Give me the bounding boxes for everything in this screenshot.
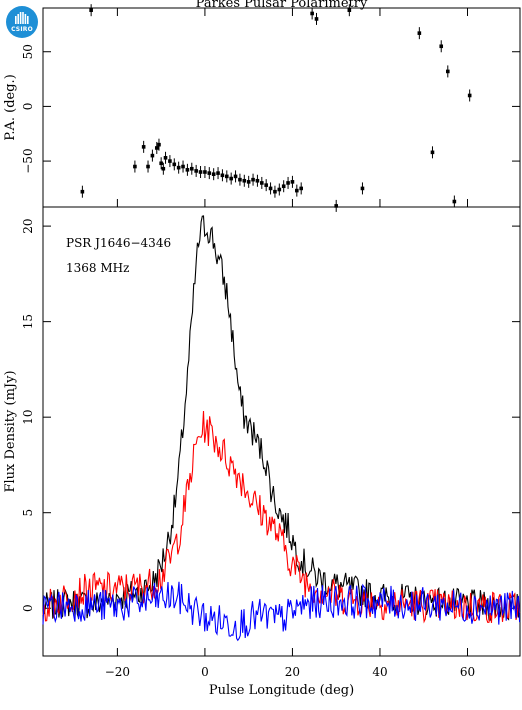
pa-point	[246, 180, 251, 184]
flux-series-line-1	[42, 410, 521, 624]
pulsar-name-annotation: PSR J1646−4346	[66, 236, 171, 250]
pa-point	[467, 93, 472, 98]
pa-point	[157, 142, 161, 147]
pa-point	[430, 150, 435, 155]
pa-point	[251, 177, 255, 182]
flux-ytick-label: 0	[21, 604, 35, 612]
flux-ytick-label: 15	[21, 314, 35, 329]
pa-point	[273, 189, 277, 194]
pa-point	[161, 166, 166, 171]
pa-point	[163, 155, 168, 160]
flux-frame	[42, 206, 521, 657]
flux-xtick-label: 40	[372, 665, 387, 679]
pa-point	[211, 172, 216, 176]
pa-point	[216, 171, 220, 175]
csiro-logo: CSIRO	[6, 6, 38, 38]
pa-point	[417, 31, 422, 35]
flux-ylabel: Flux Density (mJy)	[3, 370, 18, 492]
pa-point	[290, 180, 295, 184]
flux-xtick-label: 0	[201, 665, 209, 679]
pa-point	[150, 153, 155, 158]
pa-point	[233, 174, 238, 179]
flux-xtick-label: −20	[105, 665, 130, 679]
pa-point	[347, 8, 352, 12]
pa-point	[277, 187, 282, 192]
pa-point	[198, 170, 203, 174]
pa-point	[220, 173, 225, 178]
flux-ytick-label: 5	[21, 509, 35, 517]
flux-xtick-label: 20	[285, 665, 300, 679]
flux-series-line-0	[42, 215, 521, 621]
pa-point	[299, 186, 303, 191]
pa-point	[452, 199, 457, 204]
pa-point	[168, 159, 172, 163]
pa-point	[242, 178, 247, 183]
pa-ytick-label: 50	[21, 44, 35, 59]
pa-point	[286, 181, 290, 185]
pa-point	[181, 164, 185, 169]
pa-point	[189, 166, 194, 171]
pa-point	[80, 189, 85, 194]
pa-ytick-label: −50	[21, 148, 35, 173]
pa-point	[281, 184, 286, 189]
flux-density-panel: 0 5 10 15 20 −20 0 20 40 60 Flux Density (mJy) Puls…	[3, 206, 521, 698]
pa-ytick-label: 0	[21, 103, 35, 111]
pa-ylabel: P.A. (deg.)	[3, 74, 18, 141]
pa-point	[194, 169, 198, 173]
csiro-starburst-icon	[15, 12, 29, 24]
pa-point	[314, 17, 319, 21]
pa-point	[203, 170, 207, 174]
pa-point	[360, 186, 365, 191]
pa-point	[89, 8, 93, 12]
frequency-annotation: 1368 MHz	[66, 261, 129, 275]
pa-point	[229, 176, 233, 181]
flux-xlabel: Pulse Longitude (deg)	[209, 683, 354, 698]
flux-series-line-2	[42, 581, 521, 642]
pa-point	[207, 171, 212, 175]
pa-point	[224, 174, 229, 179]
pa-point	[185, 168, 190, 172]
pa-point	[268, 186, 273, 191]
pa-point	[154, 146, 159, 150]
pa-point	[141, 145, 146, 149]
pa-point	[133, 164, 137, 169]
pa-point	[334, 204, 339, 208]
pa-point	[260, 181, 264, 185]
flux-ytick-label: 10	[21, 410, 35, 425]
pa-point	[445, 69, 450, 74]
flux-ytick-label: 20	[21, 218, 35, 233]
pa-point	[295, 188, 299, 193]
pa-point	[172, 162, 177, 167]
pa-point	[176, 165, 181, 170]
pa-point	[439, 44, 444, 49]
pa-frame	[42, 7, 521, 208]
pa-point	[264, 183, 268, 187]
pa-point	[255, 178, 260, 183]
pa-point	[310, 11, 314, 16]
position-angle-panel: Parkes Pulsar Polarimetry −50 0 50P.A. (deg…	[3, 0, 521, 212]
pa-point	[238, 177, 242, 182]
flux-xtick-label: 60	[460, 665, 475, 679]
pa-point	[159, 161, 163, 166]
pa-point	[146, 164, 150, 169]
chart-title: Parkes Pulsar Polarimetry	[196, 0, 368, 11]
